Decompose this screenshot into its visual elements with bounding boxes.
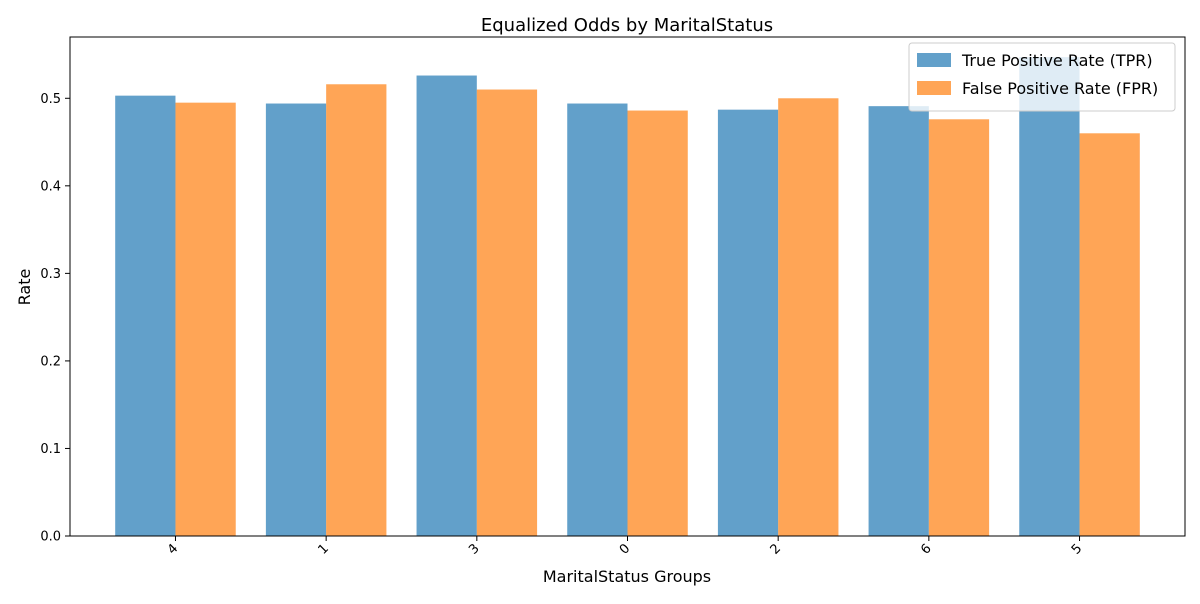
tpr-bar-6 [868,106,929,536]
legend-box [908,42,1176,112]
tpr-bar-4 [115,95,176,537]
legend-swatch-tpr [917,53,951,67]
y-tick-label: 0.4 [40,179,61,194]
fpr-bar-0 [627,110,688,536]
x-tick-label: 6 [918,541,934,557]
fpr-bar-2 [778,98,839,536]
x-tick-label: 3 [466,541,482,557]
legend: True Positive Rate (TPR) False Positive R… [908,42,1176,112]
x-tick-label: 5 [1069,541,1085,557]
legend-swatch-fpr [917,81,951,95]
y-tick-label: 0.3 [40,267,61,282]
tpr-bar-0 [567,103,628,536]
y-axis-label: Rate [15,269,34,306]
tpr-bar-3 [416,75,477,537]
labels-layer: Equalized Odds by MaritalStatus MaritalS… [15,15,773,586]
x-axis-label: MaritalStatus Groups [543,567,711,586]
y-tick-label: 0.2 [40,354,61,369]
y-tick-label: 0.0 [40,530,61,545]
legend-label-tpr: True Positive Rate (TPR) [961,51,1153,70]
fpr-bar-4 [175,102,236,536]
x-tick-label: 1 [315,541,331,557]
chart-title: Equalized Odds by MaritalStatus [481,15,773,36]
tpr-bar-1 [265,103,327,536]
y-tick-label: 0.5 [40,92,61,107]
tpr-bar-2 [717,109,779,536]
tpr-bar-5 [1019,57,1080,536]
y-tick-label: 0.1 [40,442,61,457]
x-tick-label: 0 [617,541,633,557]
fpr-bar-6 [928,119,990,536]
x-tick-label: 2 [768,541,784,557]
fpr-bar-1 [326,84,387,537]
fpr-bar-3 [476,89,538,536]
x-tick-label: 4 [165,541,181,557]
legend-label-fpr: False Positive Rate (FPR) [962,79,1158,98]
bars-layer [115,57,1140,537]
fpr-bar-5 [1079,133,1140,537]
